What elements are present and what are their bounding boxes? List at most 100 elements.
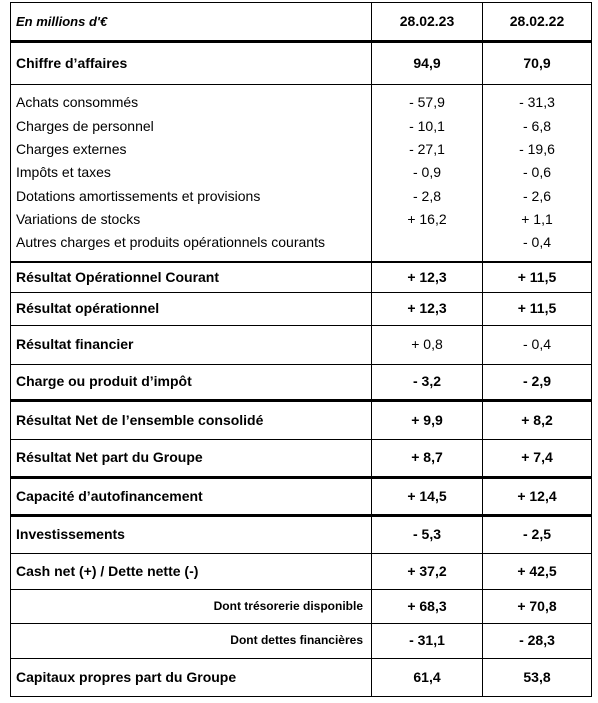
row-value: - 2,6 [522, 187, 551, 204]
row-value: - 0,4 [522, 336, 551, 353]
table-row: Résultat financier + 0,8 - 0,4 [11, 326, 591, 365]
column-header: 28.02.23 [399, 12, 455, 29]
label-cell: Capacité d’autofinancement [11, 479, 372, 514]
row-value: + 14,5 [407, 487, 447, 504]
financial-table: En millions d'€ 28.02.23 28.02.22 Chiffre d… [10, 2, 592, 697]
value-cell: + 7,4 [483, 440, 591, 476]
table-row: Dont dettes financières - 31,1 - 28,3 [11, 624, 591, 659]
row-value: - 3,2 [412, 373, 441, 390]
table-row: Cash net (+) / Dette nette (-) + 37,2 + 42… [11, 554, 591, 590]
label-cell: Résultat Net de l’ensemble consolidé [11, 402, 372, 439]
row-label: Charge ou produit d’impôt [16, 373, 192, 390]
value-cell: - 28,3 [483, 624, 591, 658]
row-label: Cash net (+) / Dette nette (-) [16, 562, 199, 579]
row-label: Résultat opérationnel [16, 300, 160, 317]
label-cell: Résultat financier [11, 326, 372, 364]
row-label: Charges de personnel [16, 117, 154, 134]
row-label: Charges externes [16, 140, 127, 157]
row-value: + 11,5 [517, 268, 557, 285]
header-label: En millions d'€ [16, 13, 108, 29]
value-cell: 94,9 [372, 43, 483, 84]
row-label: Résultat Net de l’ensemble consolidé [16, 411, 264, 428]
table-row: Capitaux propres part du Groupe 61,4 53,8 [11, 659, 591, 696]
row-value: - 6,8 [522, 117, 551, 134]
row-value: 61,4 [413, 668, 441, 685]
row-value: + 37,2 [407, 562, 447, 579]
value-cell: - 5,3 [372, 517, 483, 553]
value-cell: - 31,1 [372, 624, 483, 658]
value-cell: - 2,9 [483, 365, 591, 399]
value-cell: 28.02.22 [483, 3, 591, 40]
value-cell: + 37,2 [372, 554, 483, 589]
value-cell: + 42,5 [483, 554, 591, 589]
value-cell: + 12,4 [483, 479, 591, 514]
value-cell: + 68,3 [372, 590, 483, 623]
row-value: - 10,1 [409, 117, 445, 134]
label-cell: Résultat Opérationnel Courant [11, 263, 372, 292]
row-value: - 28,3 [519, 632, 555, 649]
value-cell: + 12,3 [372, 263, 483, 292]
table-row: Charge ou produit d’impôt - 3,2 - 2,9 [11, 365, 591, 402]
value-cell: + 8,7 [372, 440, 483, 476]
value-cell: 61,4 [372, 659, 483, 696]
value-cell: + 0,8 [372, 326, 483, 364]
row-value: 94,9 [413, 54, 441, 71]
value-cell: 70,9 [483, 43, 591, 84]
row-label: Résultat Opérationnel Courant [16, 268, 220, 285]
row-value: - 19,6 [519, 140, 555, 157]
row-value: + 9,9 [411, 411, 443, 428]
label-cell: En millions d'€ [11, 3, 372, 40]
row-label: Impôts et taxes [16, 164, 111, 181]
row-value: + 1,1 [521, 211, 553, 228]
row-value: + 12,4 [517, 487, 557, 504]
row-value: + 7,4 [521, 449, 553, 466]
row-value: - 0,9 [412, 164, 441, 181]
row-value: + 11,5 [517, 300, 557, 317]
row-value: - 31,3 [519, 94, 555, 111]
value-cell: 28.02.23 [372, 3, 483, 40]
value-cell: + 11,5 [483, 293, 591, 325]
row-value: + 12,3 [407, 268, 447, 285]
row-label: Résultat Net part du Groupe [16, 449, 203, 466]
table-row: Dont trésorerie disponible + 68,3 + 70,8 [11, 590, 591, 624]
row-value: + 8,2 [521, 411, 553, 428]
label-cell: Dont trésorerie disponible [11, 590, 372, 623]
row-label: Dotations amortissements et provisions [16, 187, 261, 204]
row-value: - 2,5 [522, 526, 551, 543]
row-value: - 5,3 [412, 526, 441, 543]
row-label: Chiffre d’affaires [16, 54, 128, 71]
column-header: 28.02.22 [509, 12, 565, 29]
label-cell: Cash net (+) / Dette nette (-) [11, 554, 372, 589]
table-row: Résultat Net de l’ensemble consolidé + 9,… [11, 402, 591, 440]
value-cell: - 2,5 [483, 517, 591, 553]
row-value: - 57,9 [409, 94, 445, 111]
row-label: Autres charges et produits opérationnels… [16, 234, 325, 251]
row-value: - 0,4 [522, 234, 551, 251]
value-cell: + 12,3 [372, 293, 483, 325]
row-label: Achats consommés [16, 94, 139, 111]
row-value: 53,8 [523, 668, 551, 685]
label-cell: Achats consommés Charges de personnel Char… [11, 85, 372, 261]
row-value: 70,9 [523, 54, 551, 71]
row-label: Variations de stocks [16, 211, 141, 228]
row-value: + 16,2 [407, 211, 447, 228]
row-value: + 68,3 [407, 597, 447, 614]
row-value: + 8,7 [411, 449, 443, 466]
table-row: Investissements - 5,3 - 2,5 [11, 517, 591, 554]
table-row: Résultat Net part du Groupe + 8,7 + 7,4 [11, 440, 591, 479]
table-row: Résultat Opérationnel Courant + 12,3 + 11,… [11, 263, 591, 293]
label-cell: Résultat Net part du Groupe [11, 440, 372, 476]
row-value [372, 231, 482, 254]
row-value: + 12,3 [407, 300, 447, 317]
value-cell: - 0,4 [483, 326, 591, 364]
row-value: - 31,1 [409, 632, 445, 649]
row-label: Résultat financier [16, 336, 134, 353]
label-cell: Capitaux propres part du Groupe [11, 659, 372, 696]
value-cell: + 8,2 [483, 402, 591, 439]
row-value: + 0,8 [411, 336, 443, 353]
label-cell: Résultat opérationnel [11, 293, 372, 325]
row-value: - 0,6 [522, 164, 551, 181]
row-value: - 2,8 [412, 187, 441, 204]
row-label: Dont dettes financières [230, 633, 363, 648]
